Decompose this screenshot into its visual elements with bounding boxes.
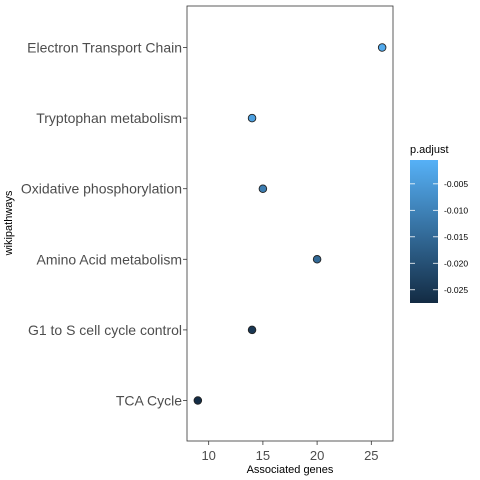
x-tick-label: 10 [201,448,215,463]
legend: p.adjust -0.005 -0.010 -0.015 -0.020 -0.025 [410,144,468,303]
legend-tick-label: -0.020 [444,258,468,268]
data-point [247,325,257,335]
y-axis: TCA Cycle G1 to S cell cycle control Amino… [21,40,187,409]
legend-tick-label: -0.025 [444,285,468,295]
y-tick-label: Electron Transport Chain [27,40,182,56]
y-tick-label: Tryptophan metabolism [36,110,182,126]
x-tick-label: 25 [364,448,378,463]
x-axis: 10 15 20 25 [201,441,379,463]
x-tick-label: 20 [310,448,324,463]
x-tick-label: 15 [256,448,270,463]
data-point [377,43,387,52]
legend-colorbar [410,160,438,303]
x-axis-title: Associated genes [247,464,334,476]
plot-panel [186,5,394,442]
legend-tick-label: -0.005 [444,179,468,189]
y-tick-label: Oxidative phosphorylation [21,181,182,197]
data-point [258,184,268,193]
y-tick-label: TCA Cycle [116,393,182,409]
data-points [193,43,387,405]
y-axis-title: wikipathways [3,190,15,256]
data-point [312,255,322,264]
data-point [247,113,257,123]
legend-tick-label: -0.015 [444,232,468,242]
data-point [193,396,203,405]
legend-title: p.adjust [410,144,449,156]
y-tick-label: Amino Acid metabolism [36,251,182,267]
y-tick-label: G1 to S cell cycle control [28,322,182,338]
legend-tick-label: -0.010 [444,205,468,215]
